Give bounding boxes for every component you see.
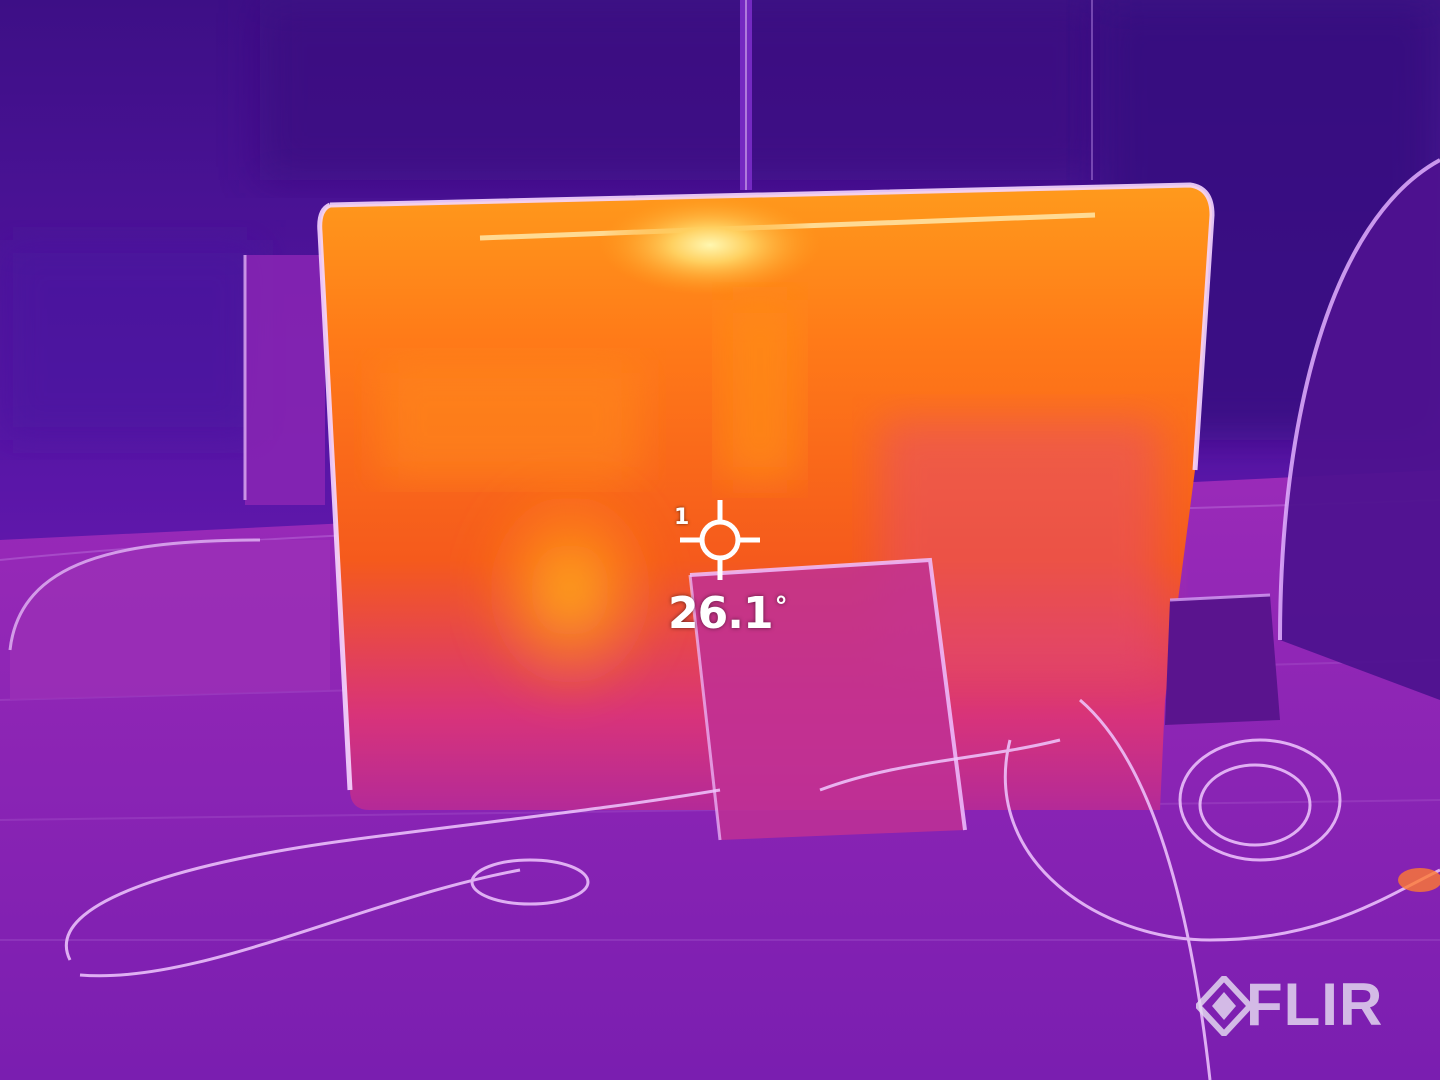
flir-diamond-logo-icon bbox=[1196, 976, 1252, 1036]
temperature-unit: ° bbox=[774, 592, 788, 622]
spot-index-label: 1 bbox=[674, 505, 690, 530]
brand-name: FLIR bbox=[1246, 971, 1384, 1038]
spot-meter-crosshair-icon bbox=[680, 500, 760, 580]
temperature-value: 26.1 bbox=[668, 588, 774, 639]
temperature-readout: 26.1° bbox=[668, 592, 788, 636]
brand-watermark: FLIR bbox=[1196, 972, 1396, 1038]
